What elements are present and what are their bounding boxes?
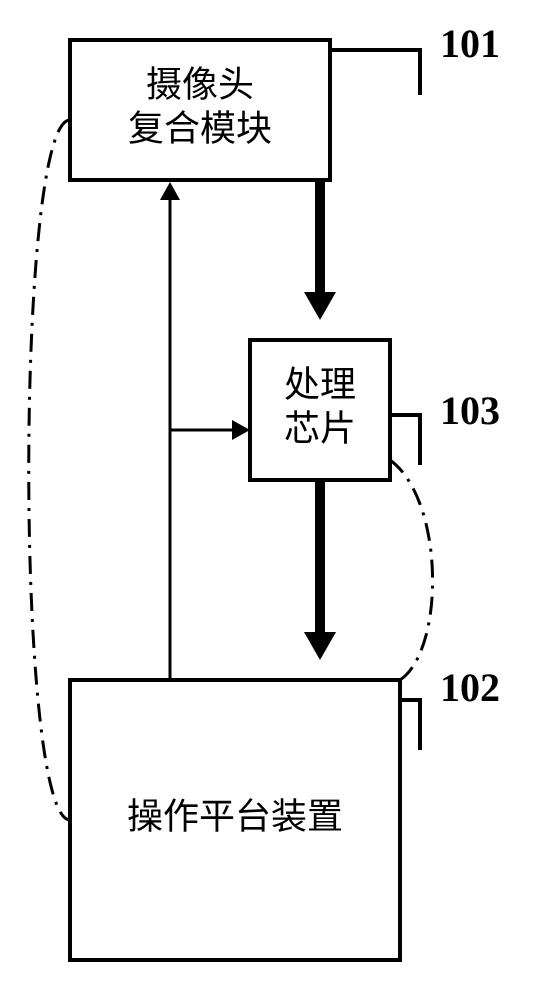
operation-platform-label: 操作平台装置 — [127, 796, 343, 836]
operation-platform: 操作平台装置 102 — [70, 665, 500, 960]
chip-to-platform-head — [304, 632, 336, 660]
chip-to-platform-dashdot — [390, 460, 433, 680]
operation-platform-ref: 102 — [440, 665, 500, 710]
camera-module: 摄像头复合模块 101 — [70, 21, 500, 180]
processing-chip-ref: 103 — [440, 388, 500, 433]
platform-to-camera-head — [160, 182, 180, 200]
mid-to-chip-head — [232, 420, 250, 440]
camera-module-callout — [330, 50, 420, 95]
operation-platform-callout — [400, 700, 420, 750]
processing-chip: 处理芯片 103 — [250, 340, 500, 480]
camera-to-platform-dashdot — [29, 120, 70, 820]
camera-module-label: 复合模块 — [128, 108, 272, 148]
processing-chip-label: 芯片 — [284, 408, 356, 448]
processing-chip-callout — [390, 415, 420, 465]
processing-chip-label: 处理 — [284, 364, 356, 404]
camera-module-ref: 101 — [440, 21, 500, 66]
block-diagram: 摄像头复合模块 101 处理芯片 103 操作平台装置 102 — [0, 0, 555, 1000]
camera-to-chip-head — [304, 292, 336, 320]
camera-module-label: 摄像头 — [146, 64, 254, 104]
